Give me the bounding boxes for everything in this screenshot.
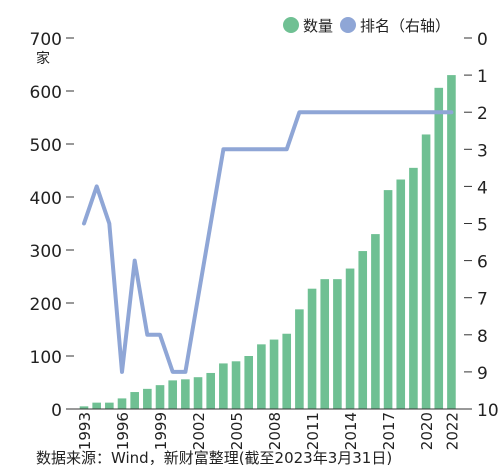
right-tick-label: 5	[477, 216, 488, 236]
bar	[219, 363, 228, 409]
bar	[320, 279, 330, 409]
bar	[333, 279, 342, 409]
bar	[396, 179, 406, 409]
legend-label-count: 数量	[303, 17, 333, 35]
bar	[105, 402, 114, 409]
x-tick-label: 2008	[266, 412, 284, 450]
right-tick-label: 4	[477, 178, 488, 198]
bar	[155, 385, 165, 409]
bar	[371, 234, 380, 409]
x-axis: 1993 1996 1999 2002 2005 2008 2011 2014 2017 2020…	[74, 408, 466, 450]
left-tick-label: 200	[30, 295, 62, 315]
bar	[307, 288, 317, 409]
x-tick-label: 2014	[342, 412, 360, 450]
bar	[421, 134, 431, 409]
legend-marker-rank	[340, 17, 356, 33]
rank-line-series	[82, 110, 454, 374]
bar	[143, 388, 152, 409]
bar	[383, 190, 393, 409]
right-tick-label: 1	[477, 67, 488, 87]
right-tick-label: 3	[477, 141, 488, 161]
right-axis: 0 1 2 3 4 5 6 7 8 9 10	[464, 30, 499, 421]
left-tick-label: 700	[30, 30, 62, 50]
x-tick-label: 2002	[190, 412, 208, 450]
left-tick-label: 600	[30, 83, 62, 103]
right-tick-label: 2	[477, 104, 488, 124]
bar	[269, 339, 279, 409]
left-tick-label: 0	[51, 401, 62, 421]
bar	[168, 380, 177, 409]
legend-marker-count	[283, 17, 299, 33]
bar	[282, 333, 292, 409]
legend: 数量 排名（右轴）	[283, 17, 450, 35]
right-tick-label: 8	[477, 327, 488, 347]
rank-line	[82, 110, 454, 374]
left-tick-label: 300	[30, 242, 62, 262]
bar	[409, 167, 418, 409]
bar	[295, 309, 304, 409]
bar-series	[79, 75, 456, 409]
bar	[434, 87, 444, 409]
x-tick-label: 1999	[152, 412, 170, 450]
bar	[257, 344, 266, 409]
bar	[244, 356, 254, 409]
right-tick-label: 6	[477, 253, 488, 273]
bar	[117, 398, 127, 409]
legend-label-rank: 排名（右轴）	[360, 17, 450, 35]
bar	[358, 251, 368, 409]
x-tick-label: 2020	[418, 412, 436, 450]
x-tick-label: 2017	[380, 412, 398, 450]
right-tick-label: 7	[477, 290, 488, 310]
bar	[92, 402, 101, 409]
source-note: 数据来源：Wind，新财富整理(截至2023年3月31日)	[36, 449, 393, 467]
x-tick-label: 2005	[228, 412, 246, 450]
left-tick-label: 400	[30, 189, 62, 209]
left-tick-label: 100	[30, 348, 62, 368]
left-axis-unit: 家	[36, 50, 50, 67]
bar	[193, 377, 203, 409]
left-tick-label: 500	[30, 136, 62, 156]
x-tick-label: 2022	[443, 412, 461, 450]
right-tick-label: 9	[477, 364, 488, 384]
bar	[79, 406, 89, 409]
bar	[206, 372, 215, 409]
bar	[181, 379, 190, 409]
bar	[231, 361, 241, 409]
right-tick-label: 10	[477, 401, 499, 421]
bar	[345, 268, 355, 409]
right-tick-label: 0	[477, 30, 488, 50]
bar	[447, 75, 456, 409]
x-tick-label: 2011	[304, 412, 322, 450]
x-tick-label: 1993	[76, 412, 94, 450]
bar	[130, 392, 139, 409]
x-tick-label: 1996	[114, 412, 132, 450]
